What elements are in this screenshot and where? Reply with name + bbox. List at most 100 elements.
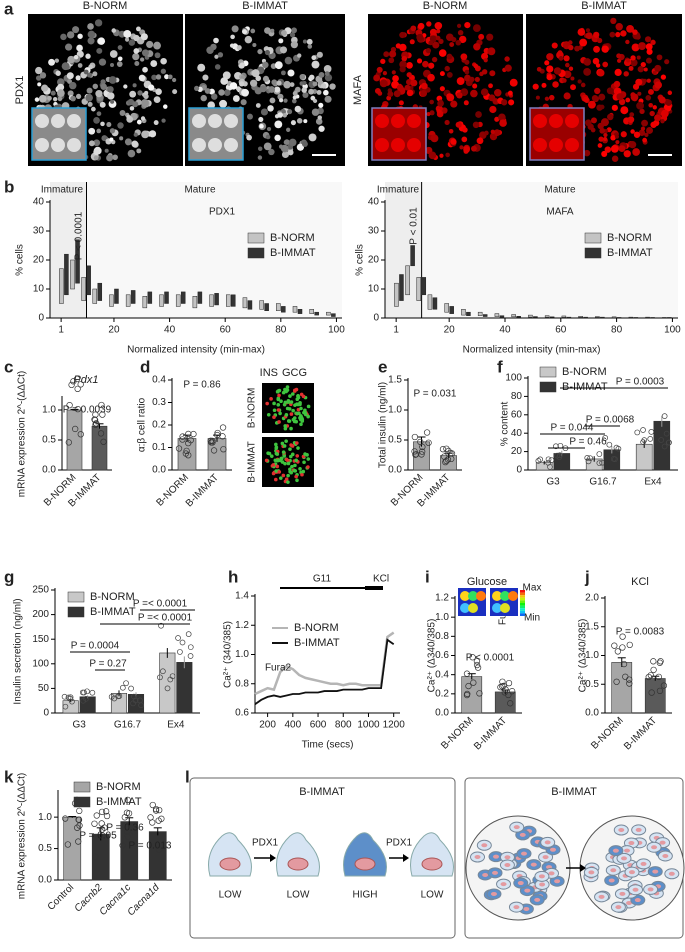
stain-row-label: B-IMMAT	[247, 441, 258, 482]
cell-nucleus	[258, 155, 262, 159]
cell-nucleus	[593, 58, 600, 65]
cell-nucleus	[142, 49, 149, 56]
y-tick-label: 1.2	[235, 620, 249, 631]
cell-nucleus	[407, 90, 414, 97]
cell-nucleus	[137, 90, 142, 95]
cell-nucleus	[418, 23, 425, 30]
spheroid-nucleus	[524, 889, 530, 893]
y-tick-label: 150	[32, 634, 49, 645]
cell-nucleus	[141, 130, 149, 138]
cell-nucleus	[258, 117, 263, 122]
spheroid-nucleus	[539, 874, 545, 878]
cell-nucleus	[387, 91, 393, 97]
stain-dot	[276, 403, 280, 407]
cell-nucleus	[126, 115, 130, 119]
cell-nucleus	[554, 67, 561, 74]
annotation: P < 0.01	[409, 207, 420, 245]
inset-nucleus	[208, 114, 222, 128]
box	[466, 312, 470, 315]
cell-nucleus	[634, 132, 640, 138]
stain-dot	[282, 391, 286, 395]
cell-nucleus	[117, 61, 123, 67]
x-tick-label: G3	[72, 720, 86, 731]
stain-dot	[281, 442, 285, 446]
inset-nucleus	[192, 114, 206, 128]
legend-label: B-NORM	[294, 622, 339, 634]
cell-nucleus	[473, 43, 480, 50]
cell-nucleus	[202, 74, 208, 80]
spheroid-nucleus	[624, 849, 630, 853]
cell-nucleus	[303, 40, 307, 44]
cell-nucleus	[632, 148, 640, 156]
stain-dot	[299, 407, 303, 411]
cell-nucleus	[464, 60, 469, 65]
cell-nucleus	[309, 75, 314, 80]
stain-dot	[286, 385, 290, 389]
cell-nucleus	[456, 92, 462, 98]
inset-nucleus	[67, 138, 81, 152]
box	[428, 295, 432, 310]
cell-nucleus	[287, 109, 292, 114]
stain-dot	[289, 427, 293, 431]
cell-nucleus	[123, 84, 127, 88]
cell-nucleus	[252, 43, 256, 47]
cell-nucleus	[447, 72, 453, 78]
data-dot	[650, 659, 656, 665]
stain-dot	[284, 427, 288, 431]
cell-nucleus	[62, 62, 70, 70]
cell-nucleus	[559, 56, 564, 61]
cell-nucleus	[394, 90, 401, 97]
data-dot	[76, 808, 82, 814]
x-tick-label: 20	[444, 325, 456, 336]
cell-nucleus	[230, 82, 237, 89]
cell-nucleus	[35, 97, 39, 101]
cell-nucleus	[586, 32, 593, 39]
spheroid-nucleus	[534, 898, 540, 902]
cell-nucleus	[110, 63, 114, 67]
stain-label: INS	[260, 367, 278, 379]
cell-nucleus	[475, 77, 480, 82]
colorbar	[520, 595, 525, 598]
x-tick-label: 400	[284, 720, 301, 731]
cell-nucleus	[380, 59, 385, 64]
cell-nucleus	[172, 78, 176, 82]
cell-nucleus	[426, 48, 431, 53]
cell-nucleus	[392, 70, 396, 74]
image-header: B-IMMAT	[242, 0, 288, 12]
cell-nucleus	[93, 117, 100, 124]
nucleus	[288, 858, 308, 870]
cell-nucleus	[156, 74, 161, 79]
cell-nucleus	[399, 32, 405, 38]
cell-nucleus	[581, 83, 586, 88]
cell-nucleus	[388, 57, 394, 63]
cell-nucleus	[615, 135, 619, 139]
cell-nucleus	[110, 50, 118, 58]
inset-nucleus	[375, 138, 389, 152]
box	[584, 317, 588, 318]
box	[533, 317, 537, 318]
annotation: P = 0.0039	[63, 405, 112, 416]
y-tick-label: 80	[511, 391, 523, 402]
cell-nucleus	[459, 145, 463, 149]
cell-nucleus	[107, 86, 114, 93]
cell-nucleus	[536, 96, 540, 100]
cell-nucleus	[281, 70, 286, 75]
cell-nucleus	[588, 101, 596, 109]
spheroid-nucleus	[514, 825, 520, 829]
data-dot	[615, 649, 621, 655]
scale-bar	[648, 154, 672, 156]
stain-dot	[288, 419, 292, 423]
spheroid-nucleus	[669, 872, 675, 876]
cell-nucleus	[505, 65, 512, 72]
bar	[178, 439, 196, 471]
cell-nucleus	[313, 99, 317, 103]
cell-nucleus	[293, 91, 298, 96]
inset-nucleus	[549, 138, 563, 152]
legend-label: B-IMMAT	[562, 381, 608, 393]
cell-nucleus	[100, 83, 106, 89]
level-label: HIGH	[353, 890, 378, 901]
data-dot	[627, 642, 633, 648]
y-tick-label: 200	[32, 609, 49, 620]
stain-dot	[295, 441, 299, 445]
spheroid-nucleus	[652, 870, 658, 874]
